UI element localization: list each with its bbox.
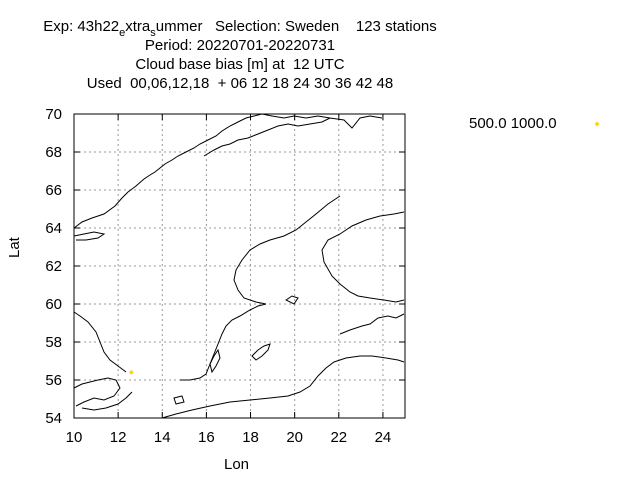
coastline-sweden-east xyxy=(180,303,267,381)
plot-frame xyxy=(73,113,406,419)
x-tick-label: 20 xyxy=(286,429,303,446)
title-line-3: Cloud base bias [m] at 12 UTC xyxy=(135,56,345,73)
coastline-north-2 xyxy=(261,113,383,129)
x-tick-label: 10 xyxy=(66,429,83,446)
coastline-norway-west xyxy=(73,113,263,229)
legend-marker xyxy=(594,121,600,127)
x-tick-label: 18 xyxy=(242,429,259,446)
coastline-finland-south xyxy=(339,313,405,335)
y-tick-label: 58 xyxy=(45,334,62,351)
y-tick-label: 62 xyxy=(45,258,62,275)
island-bornholm xyxy=(173,395,185,405)
axes: 10 12 14 16 18 20 22 24 54 56 58 60 62 64 66 68 70 xyxy=(45,106,406,446)
y-tick-label: 54 xyxy=(45,410,62,427)
y-tick-label: 70 xyxy=(45,106,62,123)
x-tick-label: 24 xyxy=(375,429,392,446)
title-line-2: Period: 20220701-20220731 xyxy=(144,37,336,54)
legend-marker-diamond xyxy=(594,121,600,127)
grid xyxy=(74,113,405,419)
island-oland xyxy=(209,348,221,374)
coastline-finland xyxy=(321,211,405,303)
coastline-bottom-left xyxy=(73,311,127,373)
y-tick-label: 66 xyxy=(45,182,62,199)
coastline-lofoten xyxy=(73,231,106,241)
coastline-bothnia-west xyxy=(233,195,341,305)
coastline-baltic-south xyxy=(161,355,405,419)
x-tick-label: 22 xyxy=(330,429,347,446)
y-tick-label: 56 xyxy=(45,372,62,389)
station-point xyxy=(128,369,134,375)
x-tick-label: 14 xyxy=(154,429,171,446)
coastline-islands xyxy=(81,391,133,411)
legend-label: 500.0 1000.0 xyxy=(469,115,557,132)
y-tick-label: 64 xyxy=(45,220,62,237)
coastline-north xyxy=(203,117,331,157)
y-tick-label: 60 xyxy=(45,296,62,313)
island-gotland xyxy=(251,343,271,361)
island-aland xyxy=(285,295,299,305)
coastlines xyxy=(73,113,405,419)
coastline-denmark xyxy=(73,377,121,407)
title-line-1: Exp: 43h22extrasummer Selection: Sweden … xyxy=(43,18,437,39)
title-line-4: Used 00,06,12,18 + 06 12 18 24 30 36 42 … xyxy=(86,75,394,92)
y-axis-label: Lat xyxy=(6,237,23,258)
y-tick-label: 68 xyxy=(45,144,62,161)
x-axis-label: Lon xyxy=(224,456,250,473)
x-tick-label: 16 xyxy=(198,429,215,446)
data-points xyxy=(128,369,134,375)
x-tick-label: 12 xyxy=(110,429,127,446)
